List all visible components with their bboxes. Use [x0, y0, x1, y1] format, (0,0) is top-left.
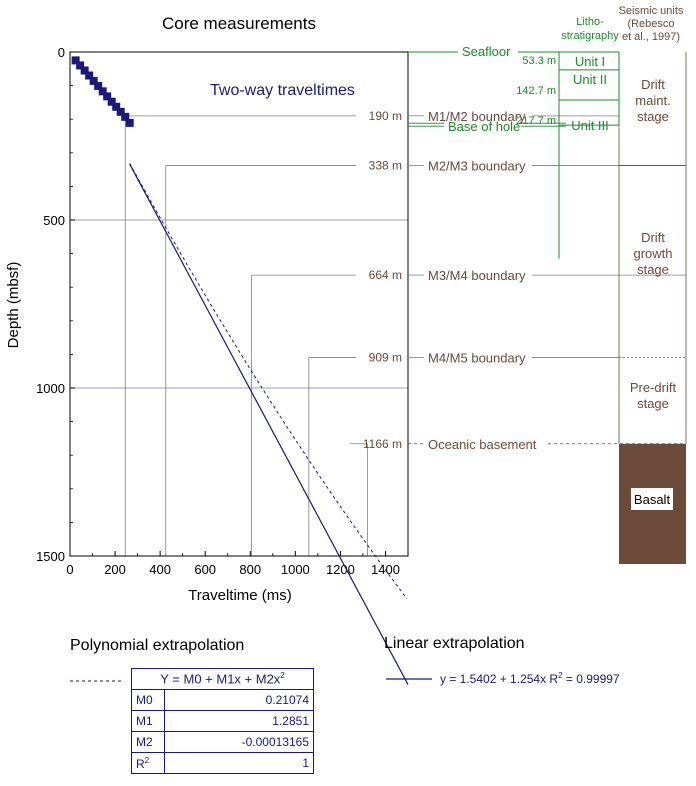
boundary-depth-label: 190 m [369, 109, 402, 123]
core-point [125, 118, 134, 127]
table-row: R2 1 [131, 752, 314, 774]
litho-unit-label: Unit III [571, 118, 609, 133]
basalt-label: Basalt [634, 492, 671, 507]
coef-key: R2 [131, 752, 165, 774]
linear-fit-line [129, 163, 409, 685]
core-point [103, 92, 112, 101]
y-tick-label: 1500 [36, 549, 65, 564]
seismic-stage-label: growth [633, 246, 672, 261]
polynomial-fit-line [129, 163, 408, 600]
y-tick-label: 1000 [36, 381, 65, 396]
x-axis-label: Traveltime (ms) [188, 587, 292, 604]
x-tick-label: 400 [149, 562, 171, 577]
core-point [121, 112, 130, 121]
seismic-stage-label: Drift [641, 77, 665, 92]
coef-key: M2 [131, 731, 165, 753]
coef-value: -0.00013165 [164, 731, 314, 753]
litho-unit-label: Unit II [573, 72, 607, 87]
boundary-depth-label: 664 m [369, 268, 402, 282]
boundary-name: M1/M2 boundary [428, 109, 526, 124]
polynomial-coefficients-table: Y = M0 + M1x + M2x2 M0 0.21074 M1 1.2851… [131, 668, 314, 774]
seismic-stage-label: stage [637, 109, 669, 124]
coef-value: 1 [164, 752, 314, 774]
table-row: M0 0.21074 [131, 689, 314, 711]
core-point [89, 76, 98, 85]
coef-value: 1.2851 [164, 710, 314, 732]
litho-unit-label: Unit I [575, 54, 605, 69]
litho-unit-depth: 142.7 m [516, 85, 556, 97]
seismic-header: (Rebesco [627, 18, 674, 30]
poly-legend-title: Polynomial extrapolation [70, 637, 244, 654]
linear-equation: y = 1.5402 + 1.254x R2 = 0.99997 [440, 671, 620, 686]
two-way-traveltimes-label: Two-way traveltimes [210, 82, 355, 99]
core-point [76, 61, 85, 70]
boundary-depth-label: 909 m [369, 350, 402, 364]
x-tick-label: 800 [239, 562, 261, 577]
core-point [85, 71, 94, 80]
y-tick-label: 500 [43, 213, 65, 228]
litho-header: Litho- [576, 16, 604, 28]
y-tick-label: 0 [58, 45, 65, 60]
x-tick-label: 0 [66, 562, 73, 577]
coef-value: 0.21074 [164, 689, 314, 711]
table-row: M1 1.2851 [131, 710, 314, 732]
base-of-hole-label: Base of hole [448, 119, 520, 134]
seismic-stage-label: stage [637, 396, 669, 411]
plot-frame [69, 51, 409, 557]
coef-key: M0 [131, 689, 165, 711]
seismic-stage-label: Drift [641, 230, 665, 245]
poly-equation-cell: Y = M0 + M1x + M2x2 [131, 668, 314, 690]
core-point [71, 56, 80, 65]
linear-legend-title: Linear extrapolation [384, 635, 525, 652]
seismic-stage-label: Pre-drift [630, 380, 677, 395]
boundary-depth-label: 338 m [369, 159, 402, 173]
boundary-name: M4/M5 boundary [428, 350, 526, 365]
seismic-header: et al., 1997) [622, 31, 680, 43]
litho-unit-depth: 217.7 m [516, 115, 556, 127]
y-axis-label: Depth (mbsf) [5, 262, 22, 349]
x-tick-label: 200 [104, 562, 126, 577]
core-point [80, 66, 89, 75]
x-tick-label: 1200 [326, 562, 355, 577]
table-header-row: Y = M0 + M1x + M2x2 [131, 668, 314, 690]
boundary-name: M2/M3 boundary [428, 159, 526, 174]
core-point [107, 97, 116, 106]
chart-title: Core measurements [162, 14, 316, 33]
coef-key: M1 [131, 710, 165, 732]
basalt-label-box [631, 488, 673, 510]
core-point [98, 87, 107, 96]
boundary-depth-label: 1166 m [363, 437, 402, 451]
seismic-stage-label: maint. [635, 93, 670, 108]
core-point [94, 81, 103, 90]
seismic-stage-label: stage [637, 262, 669, 277]
seismic-header: Seismic units [619, 5, 684, 17]
x-tick-label: 600 [194, 562, 216, 577]
boundary-name: Oceanic basement [428, 437, 537, 452]
table-row: M2 -0.00013165 [131, 731, 314, 753]
litho-unit-depth: 53.3 m [522, 55, 556, 67]
boundary-name: M3/M4 boundary [428, 268, 526, 283]
seafloor-label: Seafloor [462, 44, 511, 59]
core-point [112, 102, 121, 111]
x-tick-label: 1000 [281, 562, 310, 577]
core-point [116, 107, 125, 116]
litho-header: stratigraphy [561, 30, 619, 42]
